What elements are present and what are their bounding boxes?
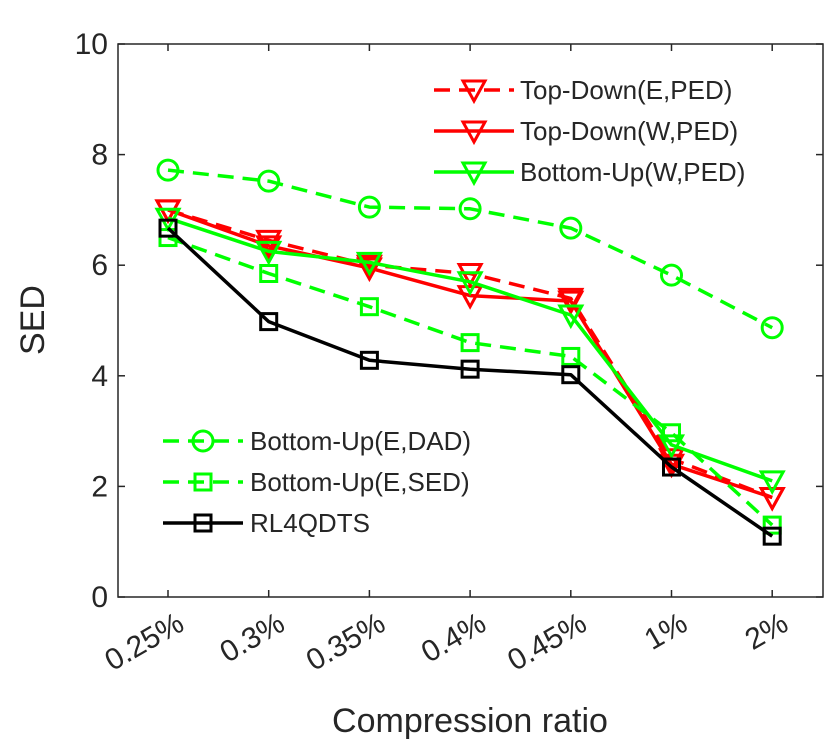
data-point-marker (662, 457, 681, 477)
y-axis-title: SED (14, 285, 52, 355)
data-point-marker (762, 515, 782, 535)
legend-swatch-marker (193, 513, 213, 533)
data-point-marker (259, 263, 279, 283)
data-point-marker (557, 304, 585, 330)
series-line (167, 216, 773, 483)
data-point-marker (456, 285, 484, 310)
data-point-marker (359, 297, 379, 317)
legend-label: Top-Down(E,PED) (520, 75, 732, 105)
data-point-marker (154, 199, 182, 225)
data-point-marker (758, 486, 786, 512)
legend-item: Bottom-Up(E,SED) (163, 467, 470, 497)
series-group (154, 158, 786, 546)
data-point-marker (158, 218, 178, 238)
data-point-marker (561, 346, 581, 366)
y-tick-label: 4 (91, 360, 108, 393)
legend-top-right: Top-Down(E,PED) Top-Down(W,PED) Bottom-Up(… (434, 75, 745, 187)
data-point-marker (355, 251, 383, 277)
legend-label: Bottom-Up(E,SED) (250, 467, 470, 497)
data-point-marker (557, 290, 585, 316)
data-point-marker (657, 434, 686, 460)
data-point-marker (456, 271, 484, 296)
y-tick-label: 8 (91, 139, 108, 172)
series-line (166, 226, 774, 538)
data-point-marker (662, 423, 681, 443)
data-point-marker (255, 235, 283, 260)
data-point-marker (460, 333, 480, 353)
legend-swatch-marker (460, 79, 488, 105)
legend-swatch-marker (460, 161, 488, 187)
legend-item: Bottom-Up(W,PED) (434, 157, 745, 187)
data-point-marker (156, 158, 180, 182)
legend-label: Bottom-Up(E,DAD) (250, 426, 471, 456)
data-point-marker (760, 316, 784, 340)
data-point-marker (257, 169, 281, 193)
legend-bottom-left: Bottom-Up(E,DAD) Bottom-Up(E,SED) RL4QDTS (163, 426, 471, 538)
data-point-marker (255, 240, 283, 266)
legend: Top-Down(E,PED) Top-Down(W,PED) Bottom-Up(… (163, 75, 745, 538)
data-point-marker (456, 262, 484, 288)
y-tick-label: 2 (91, 470, 108, 503)
y-tick-label: 6 (91, 249, 108, 282)
data-point-marker (660, 263, 683, 287)
legend-item: Top-Down(W,PED) (434, 116, 738, 146)
legend-item: Top-Down(E,PED) (434, 75, 732, 105)
legend-item: RL4QDTS (163, 508, 370, 538)
series-line (167, 168, 774, 330)
data-point-marker (762, 526, 782, 546)
legend-swatch-marker (193, 472, 213, 492)
data-point-marker (758, 470, 786, 495)
legend-swatch-marker (191, 429, 215, 453)
data-point-marker (460, 359, 480, 379)
data-point-marker (359, 350, 379, 370)
data-point-marker (458, 197, 482, 221)
data-point-marker (355, 257, 383, 283)
data-point-marker (559, 216, 583, 240)
legend-label: RL4QDTS (250, 508, 370, 538)
series-5 (158, 218, 782, 546)
legend-item: Bottom-Up(E,DAD) (163, 426, 471, 456)
series-3 (156, 158, 784, 340)
legend-swatch-marker (460, 120, 488, 146)
legend-label: Top-Down(W,PED) (520, 116, 738, 146)
series-line (167, 235, 774, 527)
data-point-marker (259, 312, 279, 332)
legend-label: Bottom-Up(W,PED) (520, 157, 745, 187)
data-point-marker (561, 365, 581, 385)
y-tick-label: 10 (75, 28, 108, 61)
x-axis-title: Compression ratio (332, 702, 608, 740)
y-tick-label: 0 (91, 581, 108, 614)
series-2 (154, 207, 786, 495)
data-point-marker (357, 195, 381, 219)
